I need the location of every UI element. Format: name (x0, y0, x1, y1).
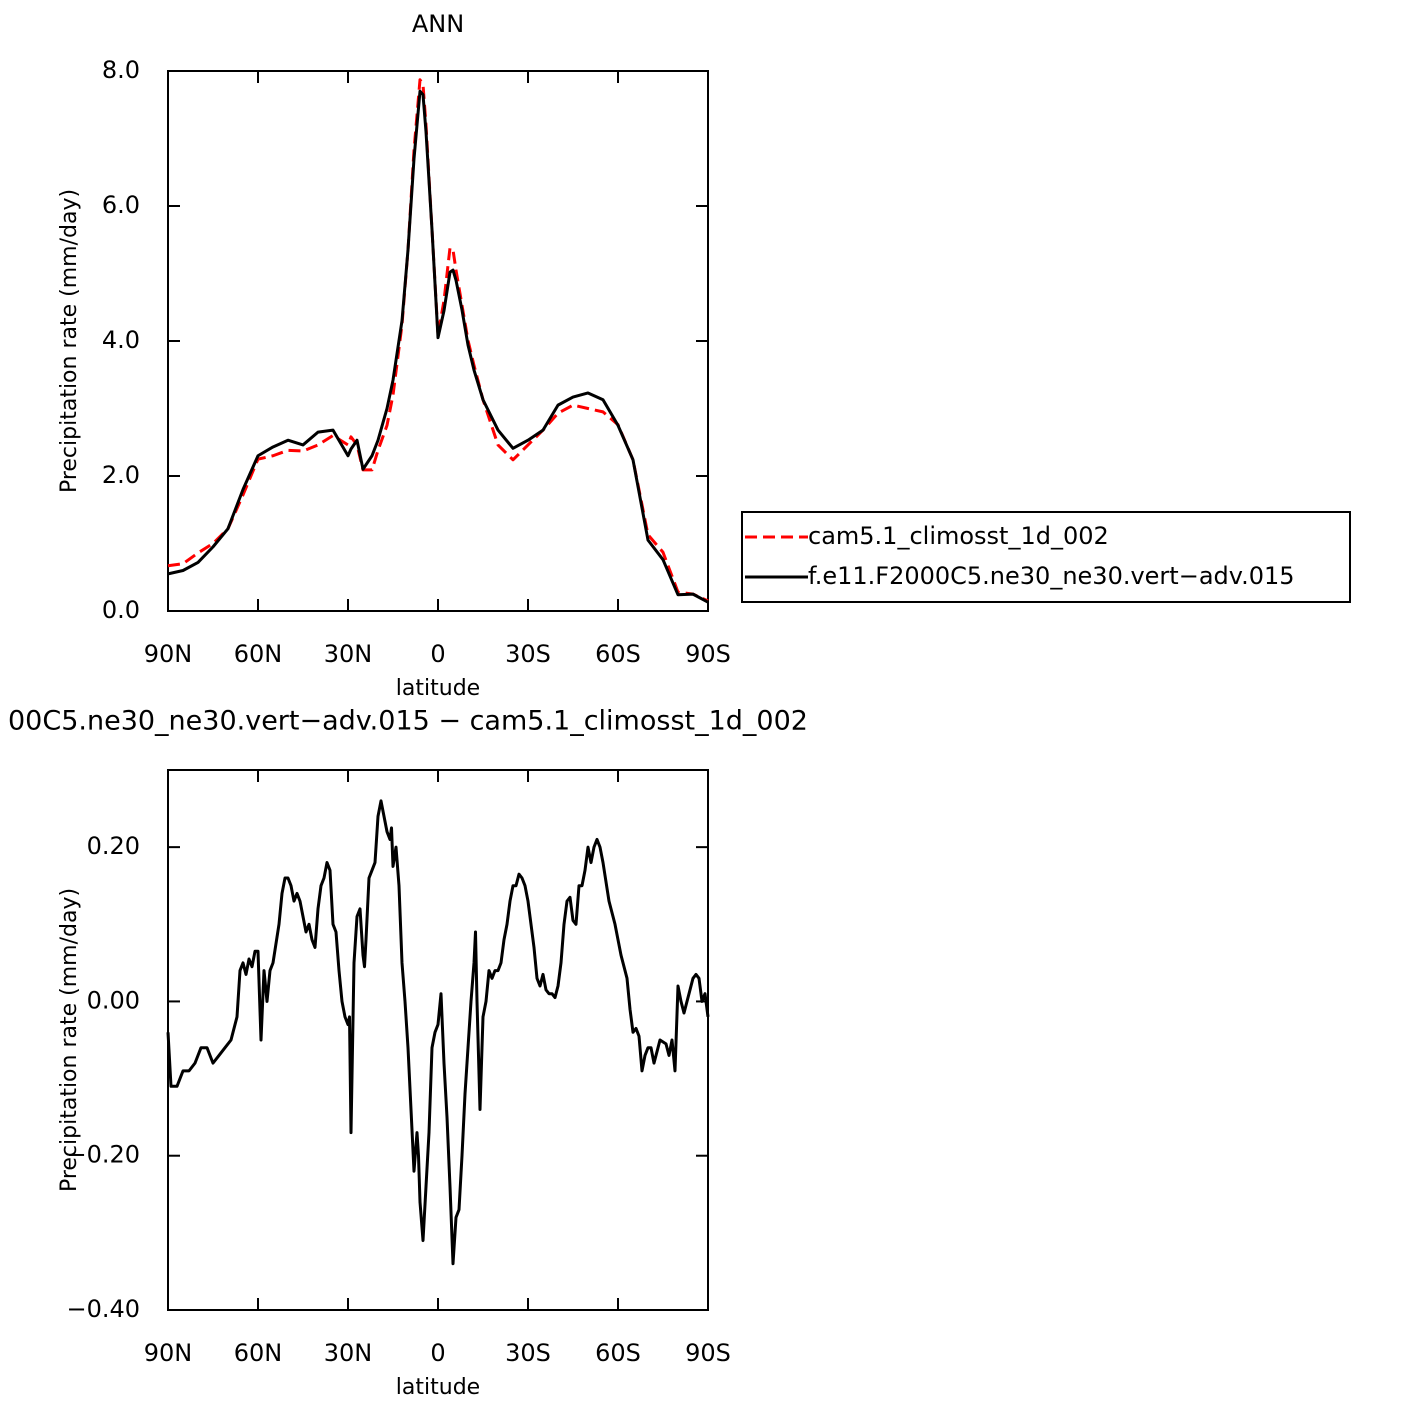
x-tick-label: 60S (595, 1339, 641, 1367)
x-tick-label: 60N (234, 1339, 283, 1367)
x-tick-label: 90N (144, 1339, 193, 1367)
data-line (166, 799, 710, 1266)
y-tick-label: 0.20 (87, 832, 140, 860)
x-tick-label: 0 (430, 640, 445, 668)
data-line (167, 89, 709, 604)
x-tick-label: 60S (595, 640, 641, 668)
x-tick-label: 30N (324, 640, 373, 668)
y-axis-label: Precipitation rate (mm/day) (57, 189, 82, 493)
x-tick-label: 30S (505, 640, 551, 668)
plot-frame (167, 769, 709, 1311)
chart-title: 00C5.ne30_ne30.vert−adv.015 − cam5.1_cli… (8, 706, 808, 737)
data-line (167, 78, 709, 603)
y-tick-label: 0.0 (102, 596, 140, 624)
y-tick-label: 6.0 (102, 191, 140, 219)
y-axis-label: Precipitation rate (mm/day) (57, 888, 82, 1192)
y-tick-label: 2.0 (102, 461, 140, 489)
y-tick-label: −0.40 (66, 1295, 140, 1323)
y-tick-label: 0.00 (87, 986, 140, 1014)
x-tick-label: 90N (144, 640, 193, 668)
x-axis-label: latitude (396, 676, 480, 701)
x-tick-label: 30N (324, 1339, 373, 1367)
y-tick-label: −0.20 (66, 1141, 140, 1169)
legend-label: f.e11.F2000C5.ne30_ne30.vert−adv.015 (808, 562, 1295, 590)
legend-box (741, 511, 1351, 603)
chart-title: ANN (412, 10, 464, 38)
y-tick-label: 8.0 (102, 56, 140, 84)
y-tick-label: 4.0 (102, 326, 140, 354)
plot-frame (167, 70, 709, 612)
x-tick-label: 60N (234, 640, 283, 668)
legend-label: cam5.1_climosst_1d_002 (808, 522, 1109, 550)
x-tick-label: 30S (505, 1339, 551, 1367)
x-tick-label: 90S (685, 640, 731, 668)
x-axis-label: latitude (396, 1375, 480, 1400)
x-tick-label: 90S (685, 1339, 731, 1367)
x-tick-label: 0 (430, 1339, 445, 1367)
